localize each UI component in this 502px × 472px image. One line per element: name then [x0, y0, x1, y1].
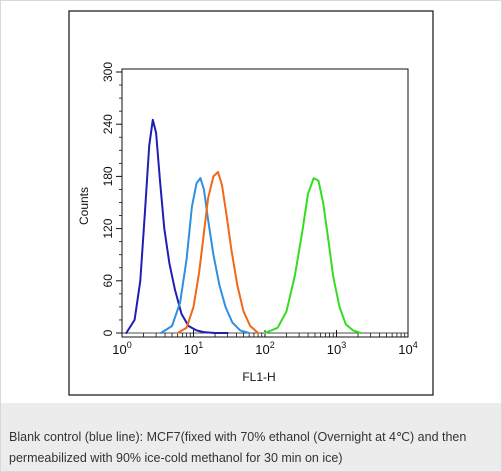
- y-tick-label: 0: [101, 329, 115, 336]
- plot-frame: [121, 68, 409, 338]
- y-tick-label: 300: [101, 62, 115, 82]
- x-tick-label: 104: [398, 340, 417, 357]
- figure-caption: Blank control (blue line): MCF7(fixed wi…: [9, 430, 467, 465]
- histogram-series-2: [159, 177, 251, 334]
- axes-layer: 0 60 120 180 240 300 100 101 102 103 104: [101, 62, 418, 357]
- x-tick-label: 103: [327, 340, 346, 357]
- histogram-series-4: [264, 177, 362, 334]
- histogram-series-1: [125, 118, 229, 334]
- x-tick-label: 100: [112, 340, 131, 357]
- y-tick-label: 60: [101, 274, 115, 288]
- y-tick-label: 120: [101, 218, 115, 238]
- caption-bar: Blank control (blue line): MCF7(fixed wi…: [1, 403, 501, 471]
- y-axis-label: Counts: [77, 187, 91, 225]
- y-tick-label: 180: [101, 166, 115, 186]
- x-tick-label: 102: [255, 340, 274, 357]
- y-tick-label: 240: [101, 114, 115, 134]
- chart-outer-box: [68, 10, 434, 396]
- histogram-plot-area: 0 60 120 180 240 300 100 101 102 103 104 Counts FL…: [1, 1, 501, 403]
- x-axis-label: FL1-H: [242, 370, 275, 384]
- flow-histogram-chart: 0 60 120 180 240 300 100 101 102 103 104 Counts FL…: [68, 10, 434, 396]
- histogram-series-3: [176, 171, 260, 334]
- series-layer: [125, 118, 362, 334]
- x-tick-label: 101: [184, 340, 203, 357]
